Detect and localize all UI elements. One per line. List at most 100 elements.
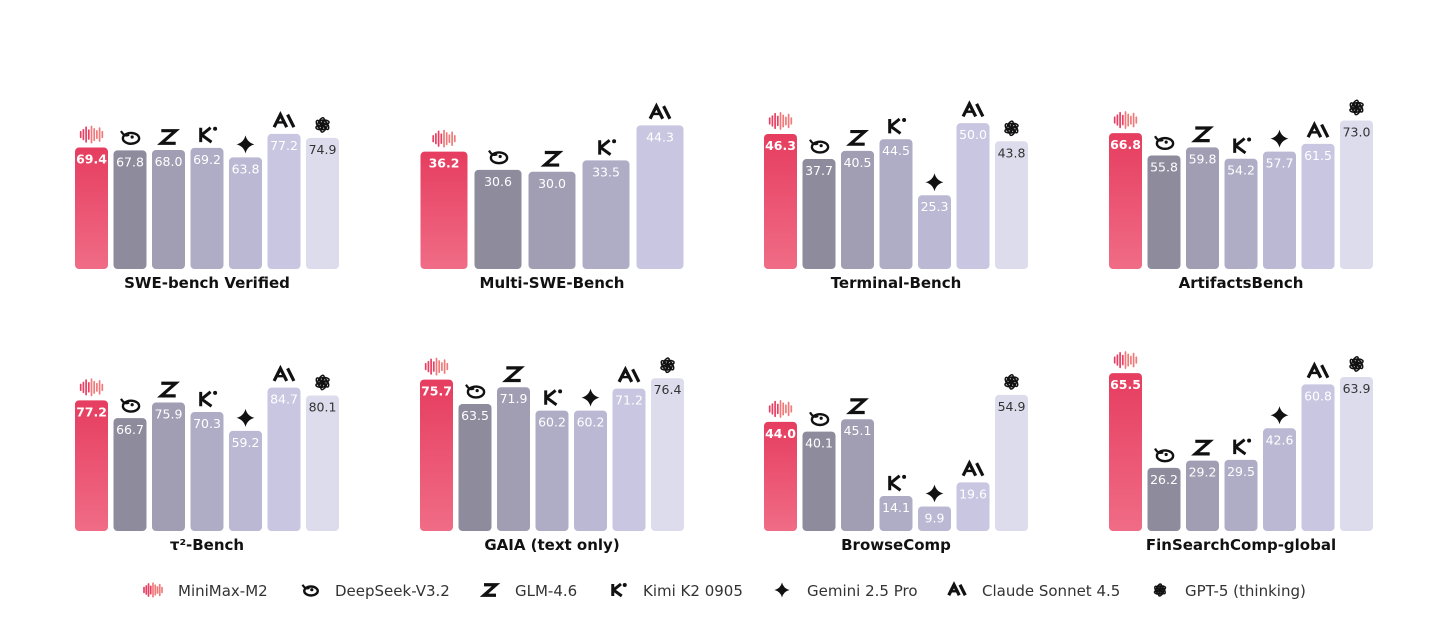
bar-value-label: 69.4 xyxy=(76,152,107,167)
bar-value-label: 77.2 xyxy=(270,138,298,153)
chart-panel: 44.0 40.1 45.1 14.1 9.9 19.6 54.9 BrowseComp xyxy=(764,374,1028,554)
anthropic-icon xyxy=(617,365,641,383)
bar-deepseek xyxy=(802,431,836,531)
deepseek-whale-icon xyxy=(809,411,830,427)
bar-minimax xyxy=(1109,373,1142,531)
openai-icon xyxy=(1153,583,1167,597)
openai-icon xyxy=(315,117,330,133)
bar-claude xyxy=(956,482,990,531)
bar-value-label: 30.6 xyxy=(484,174,512,189)
bar-value-label: 66.8 xyxy=(1110,137,1141,152)
bar-value-label: 54.2 xyxy=(1227,163,1255,178)
bar-value-label: 50.0 xyxy=(959,127,987,142)
kimi-k-icon xyxy=(1233,438,1252,456)
legend-item-claude: Claude Sonnet 4.5 xyxy=(947,581,1120,600)
bar-deepseek xyxy=(458,404,492,531)
openai-icon xyxy=(1004,120,1019,137)
bar-value-label: 60.8 xyxy=(1304,388,1332,403)
bar-gpt5 xyxy=(306,137,339,269)
gemini-sparkle-icon xyxy=(1270,129,1289,148)
bar-value-label: 57.7 xyxy=(1266,156,1294,171)
bar-value-label: 63.5 xyxy=(461,408,489,423)
legend-label: DeepSeek-V3.2 xyxy=(335,582,450,600)
legend-item-gemini: Gemini 2.5 Pro xyxy=(774,582,918,600)
bar-gemini xyxy=(229,430,262,531)
bar-value-label: 43.8 xyxy=(998,145,1026,160)
bar-minimax xyxy=(75,147,108,269)
deepseek-whale-icon xyxy=(120,130,141,145)
anthropic-icon xyxy=(947,581,967,596)
bar-value-label: 30.0 xyxy=(538,176,566,191)
bar-value-label: 36.2 xyxy=(429,156,460,171)
bar-gpt5 xyxy=(651,378,684,531)
legend-label: MiniMax-M2 xyxy=(178,582,268,600)
anthropic-icon xyxy=(961,100,985,118)
bar-glm xyxy=(841,150,874,269)
glm-z-icon xyxy=(1191,126,1214,143)
bar-value-label: 55.8 xyxy=(1150,159,1178,174)
legend-label: Gemini 2.5 Pro xyxy=(807,582,918,600)
bar-kimi xyxy=(535,410,569,531)
bar-deepseek xyxy=(1147,155,1181,269)
chart-legend: MiniMax-M2 DeepSeek-V3.2 GLM-4.6 Kimi K2 09… xyxy=(143,581,1306,600)
panel-title: ArtifactsBench xyxy=(1179,274,1304,292)
bar-claude xyxy=(612,388,646,531)
bar-deepseek xyxy=(1147,467,1181,531)
bar-value-label: 71.9 xyxy=(500,391,528,406)
bar-value-label: 29.2 xyxy=(1189,465,1217,480)
bar-value-label: 63.9 xyxy=(1343,381,1371,396)
bar-kimi xyxy=(1224,459,1258,531)
bar-deepseek xyxy=(802,159,836,269)
panel-title: SWE-bench Verified xyxy=(124,274,290,292)
bar-value-label: 44.3 xyxy=(646,129,674,144)
gemini-sparkle-icon xyxy=(236,408,255,427)
bar-value-label: 68.0 xyxy=(155,154,183,169)
panel-title: τ²-Bench xyxy=(170,536,244,554)
chart-panel: 46.3 37.7 40.5 44.5 25.3 50.0 43.8 Terminal-Ben… xyxy=(764,100,1028,292)
bar-gemini xyxy=(1263,428,1296,531)
bar-value-label: 14.1 xyxy=(882,500,910,515)
glm-z-icon xyxy=(479,583,501,597)
minimax-wave-icon xyxy=(424,357,449,376)
anthropic-icon xyxy=(648,102,672,120)
bar-claude xyxy=(1301,143,1335,269)
bar-value-label: 74.9 xyxy=(309,142,337,157)
anthropic-icon xyxy=(1306,361,1330,379)
legend-label: GLM-4.6 xyxy=(515,582,577,600)
glm-z-icon xyxy=(502,366,525,383)
bar-value-label: 44.0 xyxy=(765,426,796,441)
deepseek-whale-icon xyxy=(120,398,141,413)
legend-label: Claude Sonnet 4.5 xyxy=(982,582,1120,600)
bar-glm xyxy=(152,150,185,269)
bar-value-label: 25.3 xyxy=(921,199,949,214)
bar-value-label: 80.1 xyxy=(309,399,337,414)
bar-minimax xyxy=(75,400,108,531)
bar-glm xyxy=(528,171,576,269)
bar-value-label: 19.6 xyxy=(959,486,987,501)
kimi-k-icon xyxy=(199,390,218,408)
legend-item-minimax: MiniMax-M2 xyxy=(143,582,268,600)
bar-glm xyxy=(1186,460,1219,531)
bar-value-label: 69.2 xyxy=(193,152,221,167)
bar-gemini xyxy=(574,410,607,531)
bar-claude xyxy=(267,133,301,269)
bar-gpt5 xyxy=(1340,120,1373,269)
bar-minimax xyxy=(764,421,797,531)
bar-value-label: 71.2 xyxy=(615,393,643,408)
bar-value-label: 77.2 xyxy=(76,404,107,419)
chart-panels: 69.4 67.8 68.0 69.2 63.8 77.2 74.9 SWE-bench Ve… xyxy=(75,99,1373,554)
panel-title: Terminal-Bench xyxy=(831,274,962,292)
bar-gpt5 xyxy=(306,395,339,531)
glm-z-icon xyxy=(157,129,180,145)
gemini-sparkle-icon xyxy=(925,484,944,503)
bar-value-label: 60.2 xyxy=(577,415,605,430)
bar-value-label: 67.8 xyxy=(116,154,144,169)
kimi-k-icon xyxy=(598,139,617,156)
bar-minimax xyxy=(764,133,797,269)
glm-z-icon xyxy=(1191,439,1214,456)
bar-value-label: 84.7 xyxy=(270,392,298,407)
deepseek-whale-icon xyxy=(465,384,486,399)
bar-gemini xyxy=(229,157,262,269)
bar-value-label: 44.5 xyxy=(882,143,910,158)
openai-icon xyxy=(1349,356,1364,372)
